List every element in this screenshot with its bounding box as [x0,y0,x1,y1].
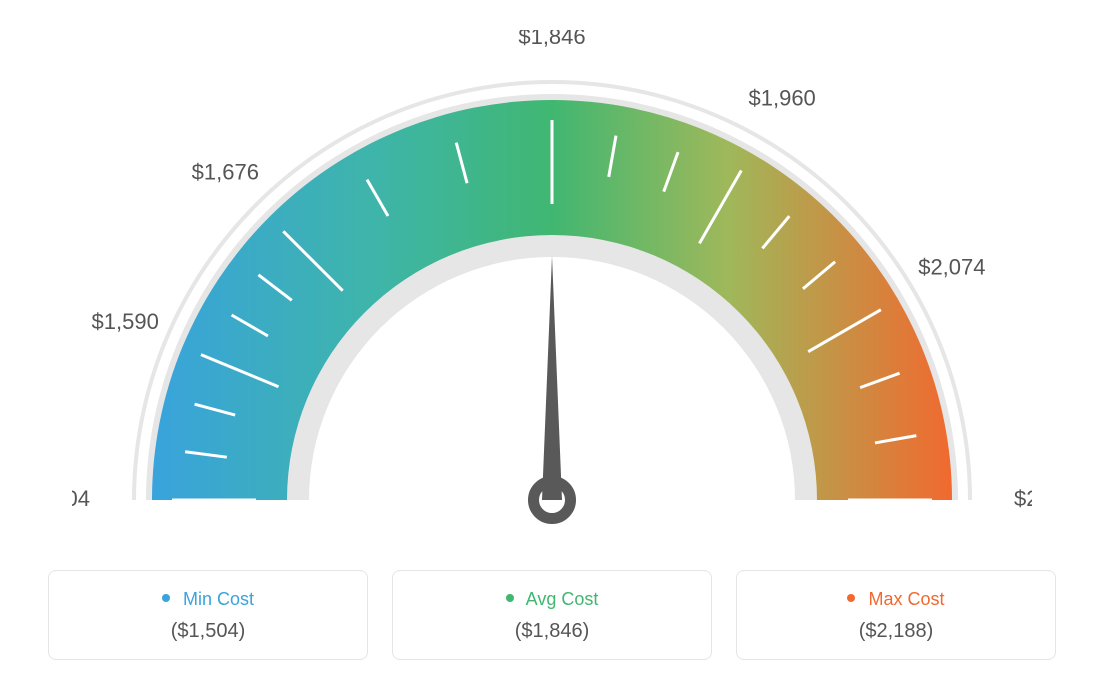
legend-value-max: ($2,188) [749,620,1043,643]
dot-icon [162,594,170,602]
legend-value-min: ($1,504) [61,620,355,643]
gauge-needle [542,256,562,500]
gauge-scale-label: $1,590 [92,309,159,334]
gauge-scale-label: $2,074 [918,255,985,280]
gauge-scale-label: $1,504 [72,486,90,511]
gauge-chart: $1,504 $1,590 $1,676 $1,846 $1,960 $2,074 $2,1… [72,30,1032,555]
legend-label-text: Min Cost [183,589,254,609]
dot-icon [506,594,514,602]
gauge-scale-label: $1,846 [518,30,585,49]
gauge-scale-label: $2,188 [1014,486,1032,511]
legend-label-text: Max Cost [868,589,944,609]
legend-label-text: Avg Cost [526,589,599,609]
legend-label-min: Min Cost [61,589,355,610]
legend-value-avg: ($1,846) [405,620,699,643]
legend-card-max: Max Cost ($2,188) [736,570,1056,660]
legend-label-max: Max Cost [749,589,1043,610]
gauge-scale-label: $1,960 [749,85,816,110]
legend-card-min: Min Cost ($1,504) [48,570,368,660]
gauge-scale-label: $1,676 [192,159,259,184]
legend-label-avg: Avg Cost [405,589,699,610]
legend-card-avg: Avg Cost ($1,846) [392,570,712,660]
dot-icon [847,594,855,602]
gauge-svg: $1,504 $1,590 $1,676 $1,846 $1,960 $2,074 $2,1… [72,30,1032,550]
legend-row: Min Cost ($1,504) Avg Cost ($1,846) Max … [0,570,1104,660]
